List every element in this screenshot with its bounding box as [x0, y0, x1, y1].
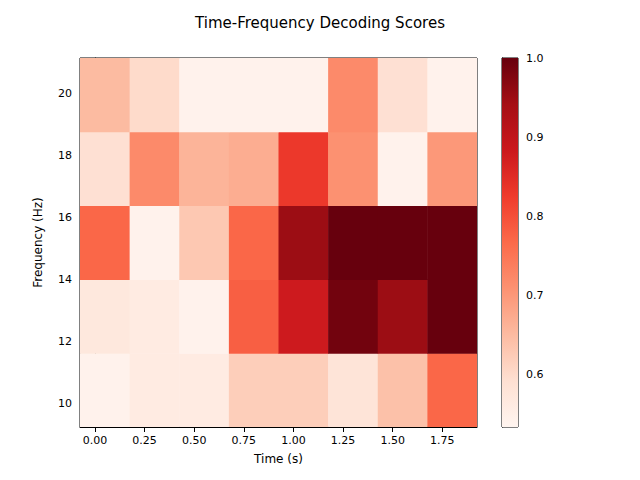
svg-text:0.00: 0.00 [83, 434, 108, 447]
svg-text:18: 18 [58, 149, 72, 162]
svg-text:10: 10 [58, 397, 72, 410]
svg-text:16: 16 [58, 211, 72, 224]
svg-text:1.00: 1.00 [281, 434, 306, 447]
svg-text:1.50: 1.50 [380, 434, 405, 447]
svg-text:1.75: 1.75 [430, 434, 455, 447]
svg-text:Time (s): Time (s) [253, 452, 303, 466]
svg-text:0.6: 0.6 [526, 368, 544, 381]
svg-text:0.25: 0.25 [132, 434, 157, 447]
svg-text:12: 12 [58, 335, 72, 348]
svg-text:1.25: 1.25 [331, 434, 356, 447]
svg-text:0.7: 0.7 [526, 289, 544, 302]
svg-text:0.8: 0.8 [526, 210, 544, 223]
svg-text:0.75: 0.75 [232, 434, 257, 447]
svg-text:14: 14 [58, 273, 72, 286]
svg-text:0.50: 0.50 [182, 434, 207, 447]
svg-text:1.0: 1.0 [526, 52, 544, 65]
svg-text:20: 20 [58, 87, 72, 100]
svg-text:0.9: 0.9 [526, 131, 544, 144]
svg-text:Time-Frequency Decoding Scores: Time-Frequency Decoding Scores [194, 14, 445, 32]
svg-text:Frequency (Hz): Frequency (Hz) [31, 197, 45, 288]
